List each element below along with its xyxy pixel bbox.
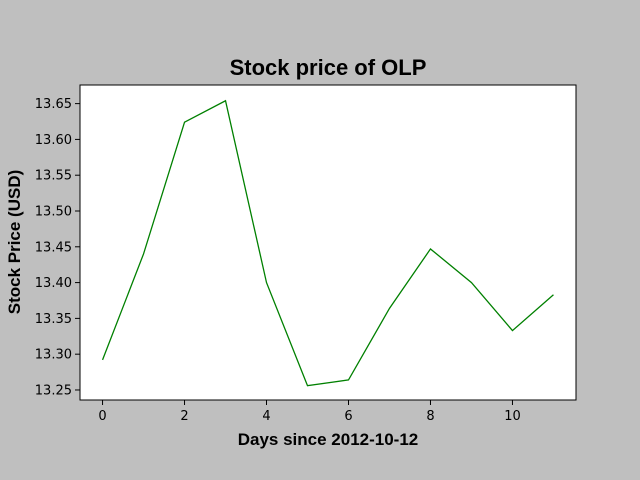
x-tick-label: 6 bbox=[344, 409, 352, 424]
x-tick-label: 10 bbox=[504, 409, 521, 424]
plot-area bbox=[79, 84, 577, 401]
y-tick-label: 13.65 bbox=[35, 97, 72, 112]
x-tick-label: 4 bbox=[262, 409, 270, 424]
x-tick-label: 0 bbox=[98, 409, 106, 424]
y-tick-label: 13.35 bbox=[35, 312, 72, 327]
x-tick-label: 2 bbox=[180, 409, 188, 424]
y-axis-label: Stock Price (USD) bbox=[5, 170, 24, 315]
x-tick-label: 8 bbox=[426, 409, 434, 424]
y-tick-label: 13.60 bbox=[35, 133, 72, 148]
y-axis-ticks: 13.25 13.30 13.35 13.40 13.45 13.50 13.55 13.60… bbox=[35, 97, 80, 398]
y-tick-label: 13.25 bbox=[35, 383, 72, 398]
y-tick-label: 13.30 bbox=[35, 348, 72, 363]
x-axis-label: Days since 2012-10-12 bbox=[238, 430, 419, 449]
price-line bbox=[101, 99, 554, 387]
y-tick-label: 13.50 bbox=[35, 205, 72, 220]
chart-title: Stock price of OLP bbox=[230, 55, 427, 80]
y-tick-label: 13.55 bbox=[35, 169, 72, 184]
y-tick-label: 13.45 bbox=[35, 240, 72, 255]
series-group bbox=[101, 99, 554, 387]
y-tick-label: 13.40 bbox=[35, 276, 72, 291]
x-axis-ticks: 0 2 4 6 8 10 bbox=[98, 400, 521, 424]
